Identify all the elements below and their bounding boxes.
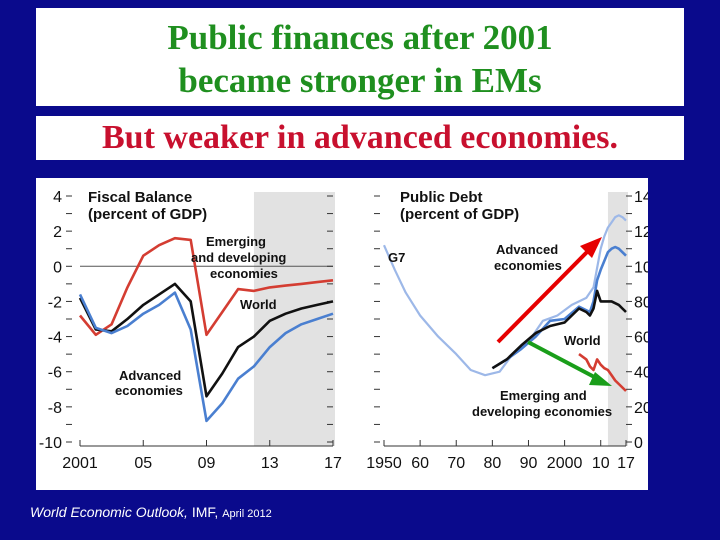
- series-line-world: [78, 282, 334, 398]
- debt-projection-shade: [607, 192, 628, 446]
- x-tick-label: 10: [592, 455, 610, 472]
- y-tick-label: -6: [48, 365, 62, 382]
- source-org: IMF,: [191, 504, 219, 520]
- public-debt-chart: 140120100806040200 19506070809020001017 …: [366, 189, 661, 472]
- fiscal-x-axis: 2001 05 09 13 17: [62, 440, 342, 472]
- source-note: World Economic Outlook, IMF, April 2012: [30, 504, 272, 520]
- series-line-advanced-economies: [78, 291, 334, 423]
- x-tick-label: 70: [447, 455, 465, 472]
- slide-subtitle: But weaker in advanced economies.: [102, 119, 618, 156]
- x-tick-label: 60: [411, 455, 429, 472]
- subtitle-box: But weaker in advanced economies.: [36, 116, 684, 160]
- fiscal-label-world: World: [240, 297, 277, 312]
- charts-svg: 420-2-4-6-8-10 2001 05 09 13 17 Fiscal Balan…: [39, 189, 661, 472]
- debt-label-g7: G7: [388, 250, 405, 265]
- fiscal-label-advanced: Advanced economies: [115, 368, 185, 398]
- y-tick-label: -8: [48, 400, 62, 417]
- y-tick-label: 40: [634, 365, 648, 382]
- fiscal-title: Fiscal Balance: [88, 189, 192, 206]
- y-tick-label: 0: [53, 259, 62, 276]
- debt-label-emerging: Emerging and developing economies: [472, 388, 612, 419]
- fiscal-y-axis: 4 2 0 -2 -4 -6 -8 -10: [39, 189, 333, 452]
- y-tick-label: 80: [634, 294, 648, 311]
- x-tick-label: 13: [261, 455, 279, 472]
- chart-area: 4 2 0 -2 -4 -6 -8 -10 2001 05 09 13 17 Fiscal Balan…: [36, 178, 661, 490]
- series-line-emerging-and-developing-economies: [578, 353, 627, 392]
- x-tick-label: 05: [134, 455, 152, 472]
- source-title: World Economic Outlook,: [30, 504, 188, 520]
- debt-series: [382, 214, 627, 392]
- fiscal-subtitle: (percent of GDP): [88, 206, 207, 223]
- y-tick-label: -4: [48, 330, 62, 347]
- x-tick-label: 17: [617, 455, 635, 472]
- debt-subtitle: (percent of GDP): [400, 206, 519, 223]
- x-tick-label: 1950: [366, 455, 402, 472]
- fiscal-label-emerging: Emerging and developing economies: [191, 234, 290, 281]
- slide-title-line1: Public finances after 2001: [167, 18, 553, 57]
- y-tick-label: 140: [634, 189, 648, 206]
- y-tick-label: 120: [634, 224, 648, 241]
- debt-title: Public Debt: [400, 189, 483, 206]
- y-tick-label: 2: [53, 224, 62, 241]
- red-arrow: [496, 237, 602, 344]
- debt-x-axis: 1950 60 70 80 90 2000 10 17: [366, 440, 635, 472]
- x-tick-label: 2000: [547, 455, 583, 472]
- series-line-world: [491, 289, 627, 370]
- y-tick-label: 4: [53, 189, 62, 206]
- source-date: April 2012: [222, 508, 272, 520]
- y-tick-label: -10: [39, 435, 62, 452]
- x-tick-label: 90: [520, 455, 538, 472]
- slide-title-line2: became stronger in EMs: [178, 61, 542, 100]
- x-tick-label: 2001: [62, 455, 98, 472]
- x-tick-label: 09: [198, 455, 216, 472]
- green-arrow: [527, 340, 612, 386]
- title-box: Public finances after 2001 became strong…: [36, 8, 684, 106]
- y-tick-label: 60: [634, 330, 648, 347]
- y-tick-label: 0: [634, 435, 643, 452]
- x-tick-label: 17: [324, 455, 342, 472]
- fiscal-balance-chart: 4 2 0 -2 -4 -6 -8 -10 2001 05 09 13 17 Fiscal Balan…: [39, 189, 342, 472]
- series-line-emerging-and-developing-economies: [78, 236, 334, 337]
- debt-label-advanced: Advanced economies: [494, 242, 562, 273]
- series-line-g7: [382, 214, 627, 377]
- fiscal-series: [78, 236, 334, 423]
- fiscal-projection-shade: [253, 192, 335, 446]
- y-tick-label: 20: [634, 400, 648, 417]
- debt-label-world: World: [564, 333, 601, 348]
- y-tick-label: -2: [48, 294, 62, 311]
- series-line-advanced-economies: [491, 245, 627, 370]
- y-tick-label: 100: [634, 259, 648, 276]
- x-tick-label: 80: [483, 455, 501, 472]
